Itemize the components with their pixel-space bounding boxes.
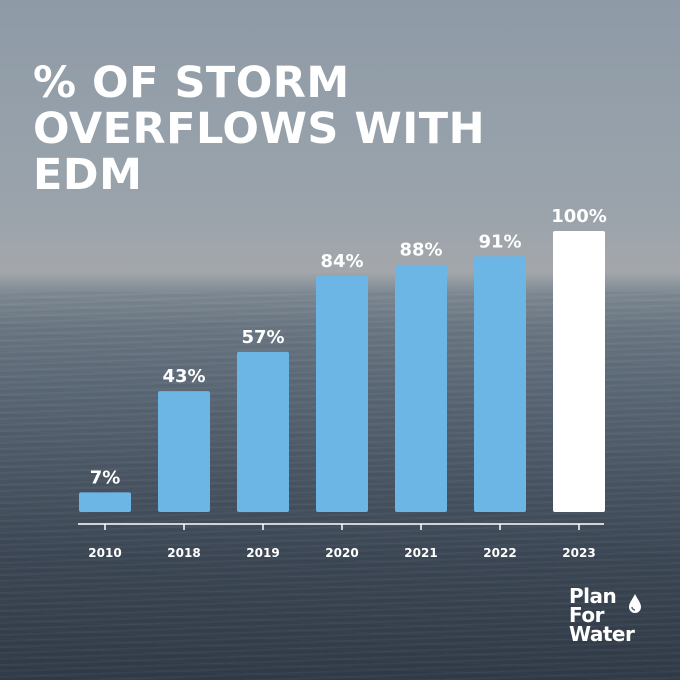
bar-2018 [158,391,210,512]
bar-2010 [79,492,131,512]
bar-2019 [237,351,289,512]
data-label-2019: 57% [241,327,284,348]
logo-word-plan: Plan [569,584,617,608]
title-line-2: OVERFLOWS WITH [33,104,486,154]
data-label-2018: 43% [162,366,205,387]
data-label-2023: 100% [551,206,607,227]
plan-for-water-logo: Plan For Water [569,584,661,651]
bar-2022 [474,256,526,512]
logo-word-for: For [569,603,604,627]
data-label-2021: 88% [399,240,442,261]
data-label-2020: 84% [320,251,363,272]
logo-word-water: Water [569,622,635,646]
x-tick-label-2010: 2010 [88,546,121,560]
x-tick-label-2018: 2018 [167,546,200,560]
title-line-1: % OF STORM [33,58,350,108]
bar-2021 [395,264,447,512]
chart-title: % OF STORM OVERFLOWS WITH EDM [33,60,485,198]
bar-2023 [553,231,605,512]
x-tick-label-2021: 2021 [404,546,437,560]
x-tick-label-2019: 2019 [246,546,279,560]
data-label-2010: 7% [90,467,121,488]
x-tick-label-2022: 2022 [483,546,516,560]
x-tick-label-2020: 2020 [325,546,358,560]
water-drop-icon [629,594,641,613]
x-tick-label-2023: 2023 [562,546,595,560]
data-label-2022: 91% [478,231,521,252]
bar-2020 [316,275,368,512]
title-line-3: EDM [33,150,143,200]
